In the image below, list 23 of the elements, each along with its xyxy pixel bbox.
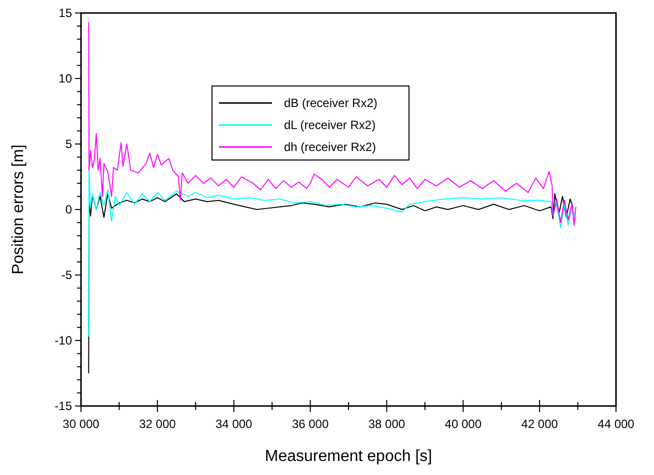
y-tick-label: 0 [65, 202, 72, 217]
line-series [88, 170, 576, 338]
y-tick-label: 5 [65, 137, 72, 152]
legend-label: dB (receiver Rx2) [284, 96, 378, 110]
line-series [88, 22, 576, 226]
x-tick-label: 32 000 [139, 417, 176, 431]
y-tick-label: -10 [54, 334, 72, 348]
y-tick-label: -5 [61, 268, 72, 282]
legend-label: dh (receiver Rx2) [284, 140, 376, 154]
x-axis-title: Measurement epoch [s] [264, 448, 432, 465]
x-tick-label: 40 000 [444, 417, 482, 431]
x-tick-label: 36 000 [292, 417, 329, 431]
line-series [88, 193, 574, 374]
y-tick-label: 10 [58, 72, 72, 86]
x-tick-label: 42 000 [521, 417, 558, 431]
y-axis-title: Position errors [m] [10, 144, 27, 274]
x-tick-label: 44 000 [598, 417, 635, 431]
x-tick-label: 38 000 [368, 417, 406, 431]
x-tick-label: 34 000 [216, 417, 253, 431]
y-tick-label: 15 [58, 6, 72, 20]
legend-label: dL (receiver Rx2) [284, 118, 376, 132]
y-tick-label: -15 [54, 399, 72, 414]
x-tick-label: 30 000 [62, 417, 100, 431]
